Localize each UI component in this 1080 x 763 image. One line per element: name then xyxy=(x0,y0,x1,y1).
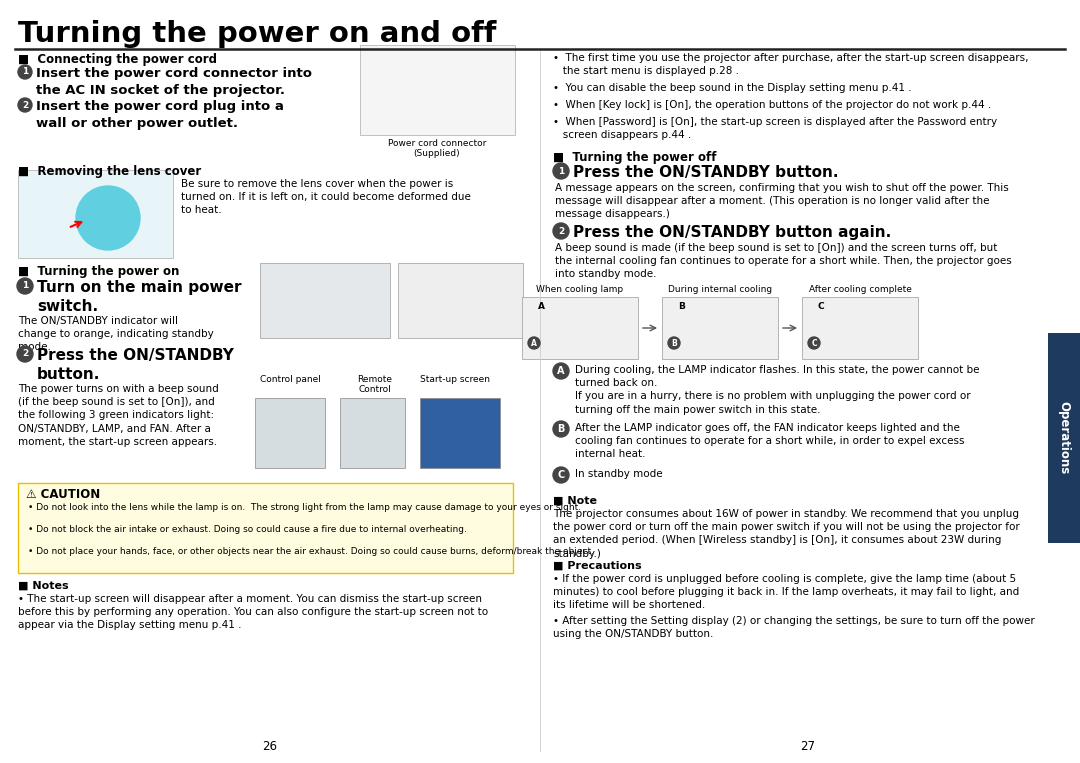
Circle shape xyxy=(528,337,540,349)
Text: ■  Turning the power off: ■ Turning the power off xyxy=(553,151,716,164)
Text: After cooling complete: After cooling complete xyxy=(809,285,912,294)
Text: Turn on the main power
switch.: Turn on the main power switch. xyxy=(37,280,242,314)
Bar xyxy=(18,170,173,258)
Text: ■  Removing the lens cover: ■ Removing the lens cover xyxy=(18,165,201,178)
Circle shape xyxy=(553,223,569,239)
Text: • The start-up screen will disappear after a moment. You can dismiss the start-u: • The start-up screen will disappear aft… xyxy=(18,594,488,630)
Circle shape xyxy=(18,65,32,79)
Text: • Do not block the air intake or exhaust. Doing so could cause a fire due to int: • Do not block the air intake or exhaust… xyxy=(28,525,467,534)
Text: ■  Connecting the power cord: ■ Connecting the power cord xyxy=(18,53,217,66)
Text: ■ Notes: ■ Notes xyxy=(18,581,69,591)
Bar xyxy=(340,398,405,468)
Text: Insert the power cord plug into a
wall or other power outlet.: Insert the power cord plug into a wall o… xyxy=(36,100,284,130)
Circle shape xyxy=(553,363,569,379)
Bar xyxy=(255,398,325,468)
Text: A: A xyxy=(531,339,537,347)
Bar xyxy=(260,263,390,338)
Text: Start-up screen: Start-up screen xyxy=(420,375,490,384)
Text: • If the power cord is unplugged before cooling is complete, give the lamp time : • If the power cord is unplugged before … xyxy=(553,574,1020,610)
Text: B: B xyxy=(678,302,685,311)
Text: • Do not look into the lens while the lamp is on.  The strong light from the lam: • Do not look into the lens while the la… xyxy=(28,503,581,512)
Text: Be sure to remove the lens cover when the power is
turned on. If it is left on, : Be sure to remove the lens cover when th… xyxy=(181,179,471,215)
Circle shape xyxy=(17,278,33,294)
Text: During internal cooling: During internal cooling xyxy=(667,285,772,294)
Text: When cooling lamp: When cooling lamp xyxy=(537,285,623,294)
Text: 26: 26 xyxy=(262,740,278,753)
Text: Control panel: Control panel xyxy=(259,375,321,384)
Text: A: A xyxy=(538,302,545,311)
Circle shape xyxy=(76,186,140,250)
Text: The power turns on with a beep sound
(if the beep sound is set to [On]), and
the: The power turns on with a beep sound (if… xyxy=(18,384,219,447)
Bar xyxy=(360,45,515,135)
Text: • Do not place your hands, face, or other objects near the air exhaust. Doing so: • Do not place your hands, face, or othe… xyxy=(28,547,594,556)
Text: ■  Turning the power on: ■ Turning the power on xyxy=(18,265,179,278)
Text: After the LAMP indicator goes off, the FAN indicator keeps lighted and the
cooli: After the LAMP indicator goes off, the F… xyxy=(575,423,964,459)
Text: •  When [Password] is [On], the start-up screen is displayed after the Password : • When [Password] is [On], the start-up … xyxy=(553,117,997,140)
Text: Press the ON/STANDBY button again.: Press the ON/STANDBY button again. xyxy=(573,225,891,240)
Text: 2: 2 xyxy=(558,227,564,236)
Text: 1: 1 xyxy=(22,282,28,291)
Circle shape xyxy=(808,337,820,349)
Text: B: B xyxy=(557,424,565,434)
Text: Insert the power cord connector into
the AC IN socket of the projector.: Insert the power cord connector into the… xyxy=(36,67,312,97)
Bar xyxy=(420,398,500,468)
Text: 1: 1 xyxy=(558,166,564,175)
Text: A: A xyxy=(557,366,565,376)
Text: Press the ON/STANDBY
button.: Press the ON/STANDBY button. xyxy=(37,348,234,382)
Text: •  When [Key lock] is [On], the operation buttons of the projector do not work p: • When [Key lock] is [On], the operation… xyxy=(553,100,991,110)
Circle shape xyxy=(553,421,569,437)
Text: 2: 2 xyxy=(22,349,28,359)
Text: A message appears on the screen, confirming that you wish to shut off the power.: A message appears on the screen, confirm… xyxy=(555,183,1009,220)
Bar xyxy=(662,297,778,359)
Bar xyxy=(399,263,523,338)
Text: C: C xyxy=(811,339,816,347)
Bar xyxy=(18,483,513,573)
Text: ■ Precautions: ■ Precautions xyxy=(553,561,642,571)
Text: C: C xyxy=(557,470,565,480)
Text: 2: 2 xyxy=(22,101,28,110)
Circle shape xyxy=(17,346,33,362)
Text: Operations: Operations xyxy=(1057,401,1070,475)
Text: •  The first time you use the projector after purchase, after the start-up scree: • The first time you use the projector a… xyxy=(553,53,1028,76)
Text: B: B xyxy=(671,339,677,347)
Text: Remote
Control: Remote Control xyxy=(357,375,392,394)
Text: During cooling, the LAMP indicator flashes. In this state, the power cannot be
t: During cooling, the LAMP indicator flash… xyxy=(575,365,980,414)
Text: Press the ON/STANDBY button.: Press the ON/STANDBY button. xyxy=(573,165,838,180)
Circle shape xyxy=(669,337,680,349)
Bar xyxy=(522,297,638,359)
Text: The projector consumes about 16W of power in standby. We recommend that you unpl: The projector consumes about 16W of powe… xyxy=(553,509,1020,559)
Bar xyxy=(1048,333,1080,543)
Text: 27: 27 xyxy=(800,740,815,753)
Text: ⚠ CAUTION: ⚠ CAUTION xyxy=(26,488,100,501)
Circle shape xyxy=(553,467,569,483)
Text: ■ Note: ■ Note xyxy=(553,496,597,506)
Bar xyxy=(802,297,918,359)
Text: • After setting the Setting display (2) or changing the settings, be sure to tur: • After setting the Setting display (2) … xyxy=(553,616,1035,639)
Text: Power cord connector
(Supplied): Power cord connector (Supplied) xyxy=(388,139,486,159)
Text: In standby mode: In standby mode xyxy=(575,469,663,479)
Text: A beep sound is made (if the beep sound is set to [On]) and the screen turns off: A beep sound is made (if the beep sound … xyxy=(555,243,1012,279)
Circle shape xyxy=(18,98,32,112)
Text: •  You can disable the beep sound in the Display setting menu p.41 .: • You can disable the beep sound in the … xyxy=(553,83,912,93)
Text: C: C xyxy=(818,302,825,311)
Circle shape xyxy=(553,163,569,179)
Text: 1: 1 xyxy=(22,67,28,76)
Text: The ON/STANDBY indicator will
change to orange, indicating standby
mode.: The ON/STANDBY indicator will change to … xyxy=(18,316,214,353)
Text: Turning the power on and off: Turning the power on and off xyxy=(18,20,497,48)
